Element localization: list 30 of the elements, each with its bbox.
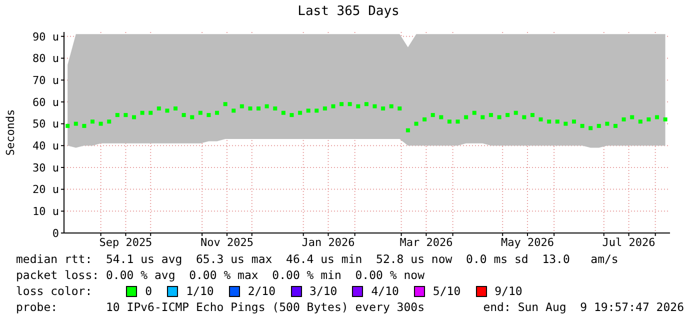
y-tick-label: 90 u: [32, 30, 59, 44]
y-tick-label: 10 u: [32, 205, 59, 218]
chart-title: Last 365 Days: [296, 4, 400, 19]
y-tick-label: 60 u: [32, 96, 59, 109]
y-tick-label: 0: [52, 226, 59, 240]
x-tick-label: Jan 2026: [302, 236, 355, 249]
y-tick-label: 40 u: [32, 140, 59, 153]
legend-label: 2/10: [248, 283, 276, 299]
text: median rtt: 54.1 us avg 65.3 us max 46.4 us min 52.8 us now 0.0 ms sd 13.0 am/s: [16, 251, 620, 267]
legend-label: 0: [145, 283, 152, 299]
legend-title: loss color:: [16, 283, 92, 299]
legend-label: 3/10: [310, 283, 338, 299]
x-tick-label: Mar 2026: [400, 236, 453, 249]
y-axis-title: Seconds: [4, 109, 17, 156]
legend-label: 1/10: [186, 283, 214, 299]
y-tick-label: 70 u: [32, 74, 59, 87]
legend-label: 4/10: [371, 283, 399, 299]
x-tick-label: Nov 2025: [200, 236, 254, 249]
y-tick-label: 20 u: [32, 183, 59, 196]
text: packet loss: 0.00 % avg 0.00 % max 0.00 % min 0.00 % now: [16, 267, 426, 283]
x-tick-label: Sep 2025: [99, 236, 152, 249]
y-tick-label: 80 u: [32, 52, 59, 66]
y-tick-label: 30 u: [32, 161, 59, 174]
legend-label: 9/10: [494, 283, 522, 299]
x-tick-label: Jul 2026: [602, 236, 656, 249]
text: end: Sun Aug 9 19:57:47 2026: [483, 299, 684, 315]
y-tick-label: 50 u: [32, 118, 59, 131]
legend-label: 5/10: [432, 283, 461, 299]
x-tick-label: May 2026: [501, 236, 554, 249]
text: probe: 10 IPv6-ICMP Echo Pings (500 Bytes) every 300s: [16, 299, 424, 315]
